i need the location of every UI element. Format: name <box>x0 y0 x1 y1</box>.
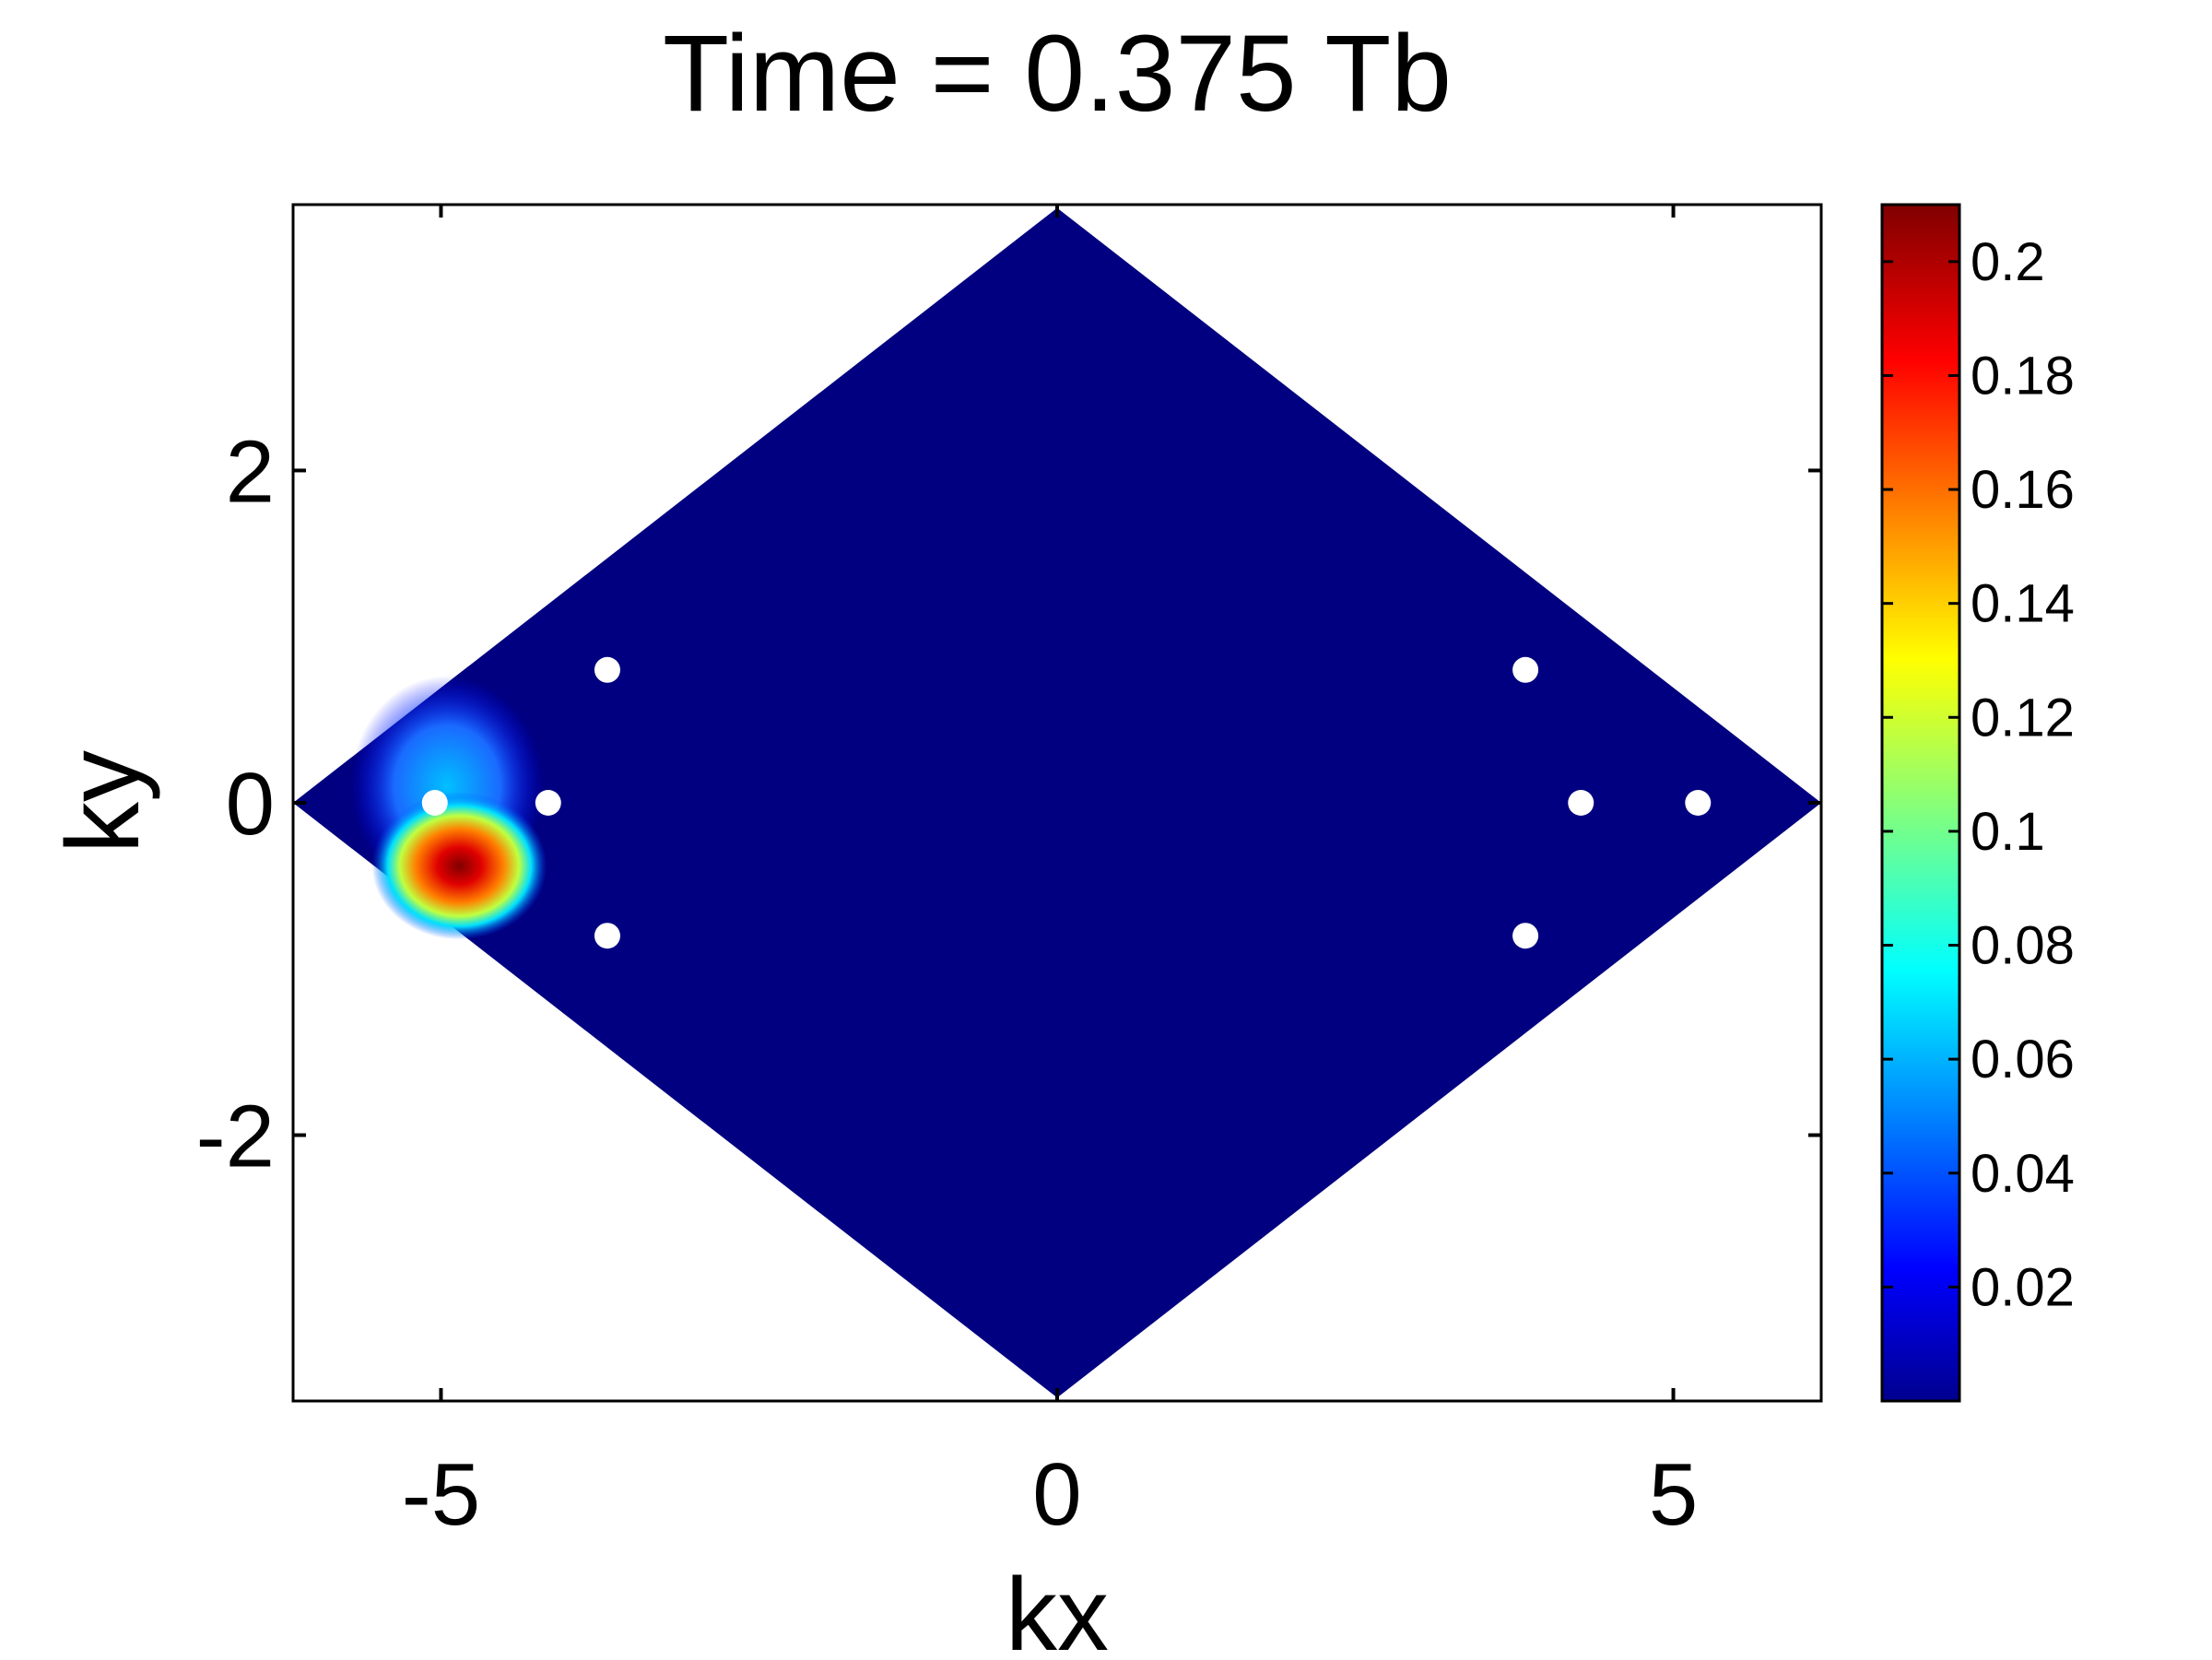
white-point <box>421 790 448 816</box>
colorbar-tick-label: 0.02 <box>1971 1257 2075 1317</box>
white-point <box>1512 656 1539 683</box>
chart-title: Time = 0.375 Tb <box>663 13 1452 135</box>
colorbar-tick-label: 0.06 <box>1971 1030 2075 1089</box>
white-point <box>535 790 561 816</box>
white-point <box>1512 923 1539 949</box>
colorbar-tick-label: 0.18 <box>1971 346 2075 406</box>
x-axis-label: kx <box>1006 1557 1109 1660</box>
y-tick-label: 2 <box>226 422 275 521</box>
hotspot-peak <box>371 792 547 940</box>
y-ticks: -2 0 2 <box>196 422 1821 1186</box>
white-point <box>1685 790 1712 816</box>
colorbar-tick-label: 0.2 <box>1971 232 2045 292</box>
colorbar-tick-label: 0.04 <box>1971 1144 2075 1204</box>
x-tick-label: -5 <box>402 1445 480 1544</box>
white-point <box>594 923 620 949</box>
colorbar-tick-label: 0.14 <box>1971 574 2075 634</box>
colorbar-tick-label: 0.1 <box>1971 802 2045 862</box>
y-tick-label: 0 <box>226 755 275 854</box>
colorbar: 0.02 0.04 0.06 0.08 0.1 0.12 0.14 0.16 0.18 0.2 <box>1880 203 2075 1403</box>
y-axis-label: ky <box>45 750 160 854</box>
colorbar-tick-label: 0.08 <box>1971 916 2075 976</box>
brillouin-zone <box>293 207 1821 1398</box>
y-tick-label: -2 <box>196 1088 275 1186</box>
plot-area <box>293 207 1821 1398</box>
white-point <box>1568 790 1594 816</box>
x-tick-label: 0 <box>1032 1445 1081 1544</box>
colorbar-tick-label: 0.16 <box>1971 460 2075 520</box>
white-points-layer <box>421 656 1712 949</box>
white-point <box>594 656 620 683</box>
colorbar-gradient <box>1880 203 1961 1403</box>
hotspot-layer <box>350 675 547 940</box>
colorbar-ticks: 0.02 0.04 0.06 0.08 0.1 0.12 0.14 0.16 0.18 0.2 <box>1882 232 2075 1317</box>
x-tick-label: 5 <box>1649 1445 1698 1544</box>
colorbar-tick-label: 0.12 <box>1971 688 2075 748</box>
x-ticks: -5 0 5 <box>402 205 1698 1544</box>
